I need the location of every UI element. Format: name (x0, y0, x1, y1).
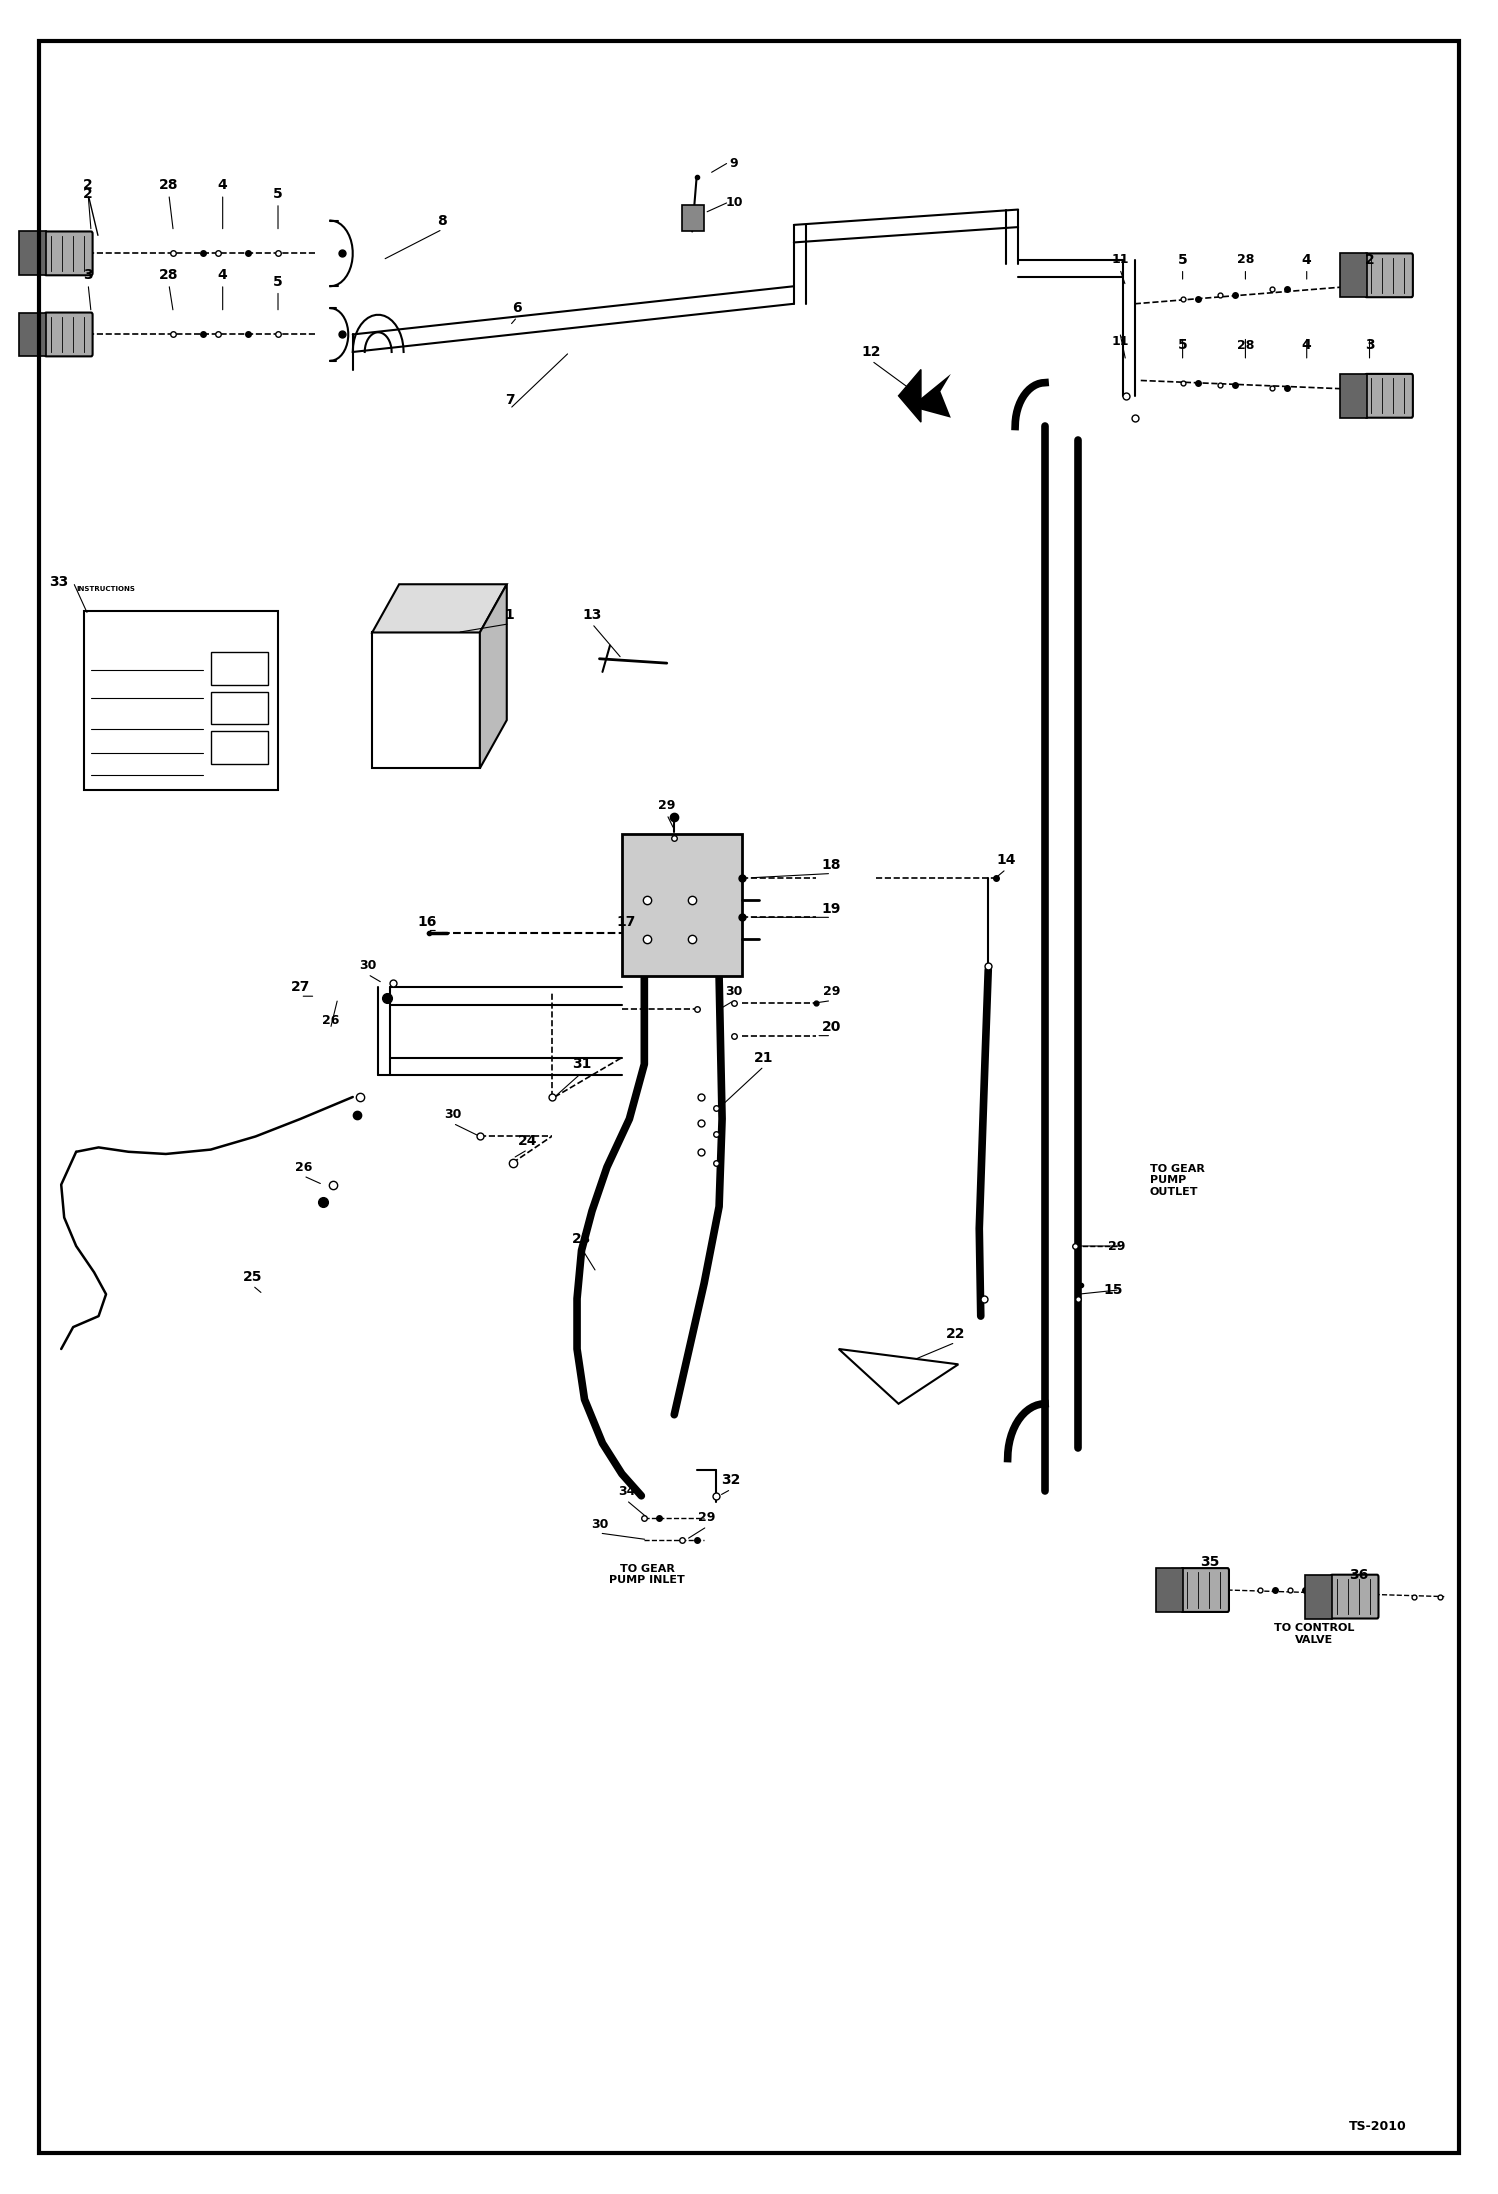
Text: 9: 9 (730, 158, 739, 171)
FancyBboxPatch shape (45, 233, 93, 274)
Text: 30: 30 (360, 959, 376, 972)
Text: 6: 6 (512, 301, 523, 316)
Bar (211, 691, 268, 724)
Text: 29: 29 (822, 985, 840, 998)
FancyBboxPatch shape (1339, 373, 1366, 417)
FancyBboxPatch shape (1339, 252, 1366, 296)
Text: 3: 3 (1365, 338, 1374, 353)
Bar (372, 632, 479, 768)
FancyBboxPatch shape (45, 312, 93, 355)
Text: 4: 4 (217, 268, 228, 283)
Text: 30: 30 (725, 985, 743, 998)
Text: 2: 2 (84, 178, 93, 193)
Bar (211, 652, 268, 685)
Text: 25: 25 (243, 1270, 262, 1283)
Text: TO GEAR
PUMP
OUTLET: TO GEAR PUMP OUTLET (1150, 1163, 1204, 1198)
Text: 33: 33 (49, 575, 69, 588)
Text: 23: 23 (572, 1233, 592, 1246)
Text: 4: 4 (1302, 338, 1312, 353)
Text: 18: 18 (821, 858, 840, 871)
Text: 29: 29 (698, 1512, 716, 1525)
Text: 5: 5 (273, 274, 283, 290)
FancyBboxPatch shape (682, 206, 704, 233)
Text: 13: 13 (583, 608, 602, 621)
Text: 22: 22 (945, 1327, 965, 1341)
Text: 20: 20 (821, 1020, 840, 1033)
FancyBboxPatch shape (1330, 1575, 1378, 1619)
Text: 27: 27 (291, 981, 310, 994)
Text: INSTRUCTIONS: INSTRUCTIONS (76, 586, 135, 592)
Text: 26: 26 (322, 1014, 339, 1027)
Text: 5: 5 (1177, 252, 1188, 268)
Text: 21: 21 (753, 1051, 773, 1064)
FancyBboxPatch shape (19, 312, 46, 355)
Text: 2: 2 (1365, 252, 1374, 268)
Text: 17: 17 (617, 915, 637, 928)
FancyBboxPatch shape (1365, 373, 1413, 417)
Text: 3: 3 (84, 268, 93, 283)
Bar (84, 610, 279, 790)
Text: 19: 19 (821, 902, 840, 915)
Text: 5: 5 (273, 186, 283, 202)
Text: TO CONTROL
VALVE: TO CONTROL VALVE (1273, 1624, 1354, 1646)
Text: 30: 30 (445, 1108, 461, 1121)
Text: 4: 4 (217, 178, 228, 193)
Text: 4: 4 (1302, 252, 1312, 268)
Text: 7: 7 (505, 393, 515, 408)
FancyBboxPatch shape (1155, 1569, 1182, 1613)
Text: 14: 14 (996, 853, 1016, 867)
Text: 32: 32 (722, 1474, 740, 1488)
Text: 1: 1 (505, 608, 515, 621)
Text: 5: 5 (1177, 338, 1188, 353)
Text: 29: 29 (1109, 1240, 1126, 1253)
Text: TO GEAR
PUMP INLET: TO GEAR PUMP INLET (610, 1564, 685, 1586)
Text: 16: 16 (418, 915, 437, 928)
Text: 28: 28 (1237, 338, 1254, 351)
Polygon shape (372, 584, 506, 632)
FancyBboxPatch shape (1305, 1575, 1332, 1619)
Bar (211, 731, 268, 764)
Text: 10: 10 (725, 197, 743, 208)
Text: 36: 36 (1350, 1569, 1369, 1582)
Text: 12: 12 (861, 344, 881, 360)
Text: 30: 30 (590, 1518, 608, 1531)
Text: 11: 11 (1112, 255, 1128, 265)
FancyBboxPatch shape (19, 233, 46, 274)
FancyBboxPatch shape (1365, 252, 1413, 296)
Text: 31: 31 (572, 1058, 592, 1071)
Text: 8: 8 (437, 213, 448, 228)
Text: 15: 15 (1104, 1283, 1124, 1297)
Text: 29: 29 (658, 799, 676, 812)
Bar (622, 834, 742, 976)
Text: 26: 26 (295, 1161, 312, 1174)
Polygon shape (911, 373, 951, 417)
Polygon shape (899, 369, 921, 421)
Text: 24: 24 (518, 1134, 538, 1147)
Text: 11: 11 (1112, 333, 1128, 347)
Polygon shape (479, 584, 506, 768)
Text: 28: 28 (159, 178, 178, 193)
Text: TS-2010: TS-2010 (1350, 2119, 1407, 2133)
FancyBboxPatch shape (1180, 1569, 1228, 1613)
Text: 35: 35 (1200, 1556, 1219, 1569)
Text: 2: 2 (84, 186, 93, 202)
Text: 28: 28 (1237, 255, 1254, 265)
Text: 28: 28 (159, 268, 178, 283)
Text: 34: 34 (617, 1485, 635, 1499)
